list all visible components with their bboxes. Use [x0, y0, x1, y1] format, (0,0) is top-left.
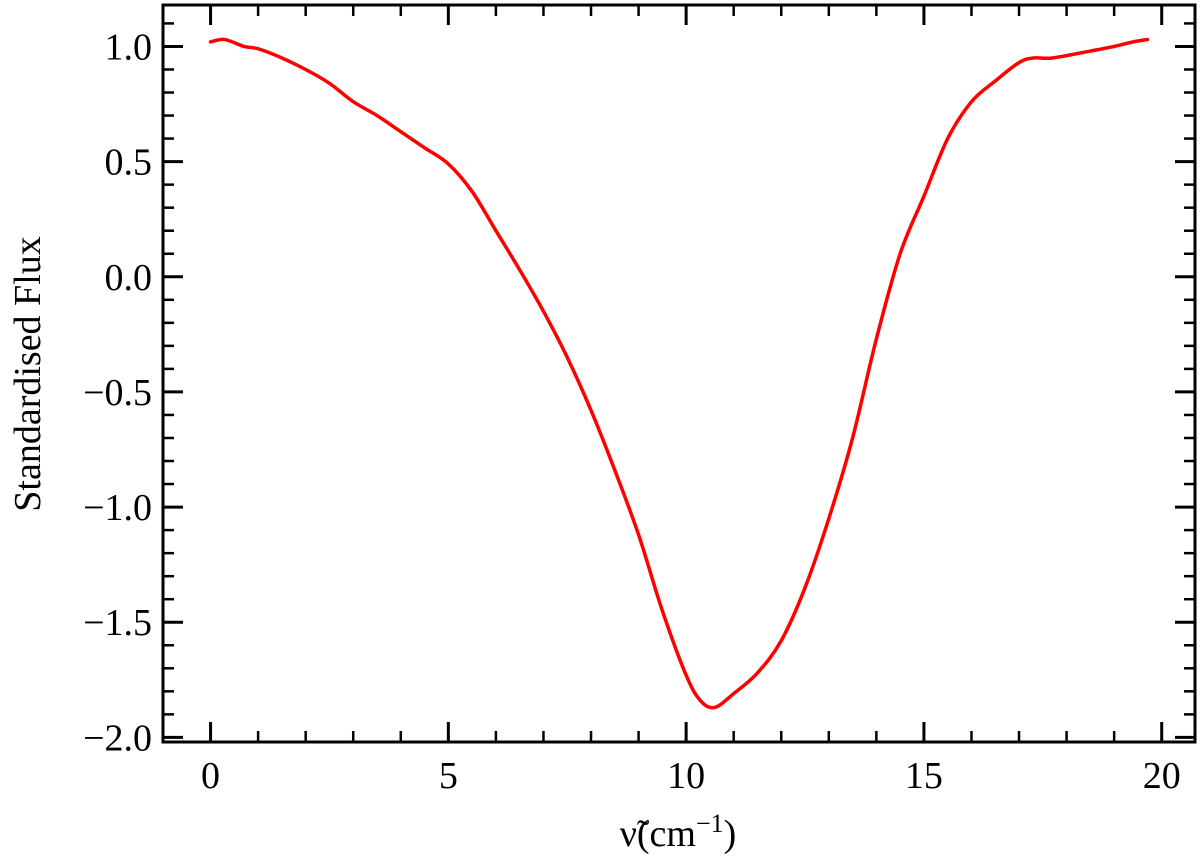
- x-axis-label-superscript: −1: [696, 809, 724, 838]
- x-tick-label: 10: [667, 755, 705, 797]
- y-tick-labels: 1.0 0.5 0.0 −0.5 −1.0 −1.5 −2.0: [83, 26, 152, 759]
- plot-frame: [161, 3, 1197, 744]
- y-tick-label: 0.0: [105, 257, 153, 299]
- y-tick-label: −1.0: [83, 487, 152, 529]
- minor-ticks: [161, 5, 1195, 742]
- x-tick-label: 0: [201, 755, 220, 797]
- x-axis-label: ν̃(cm−1): [620, 809, 737, 855]
- x-tick-labels: 0 5 10 15 20: [201, 755, 1181, 797]
- y-tick-label: 0.5: [105, 142, 153, 184]
- y-tick-label: −1.5: [83, 602, 152, 644]
- x-axis-label-close: ): [724, 813, 737, 855]
- x-axis-label-main: ν̃(cm: [620, 813, 696, 855]
- x-tick-label: 5: [439, 755, 458, 797]
- series-layer: [208, 37, 1150, 710]
- y-axis-label: Standardised Flux: [7, 236, 49, 511]
- flux-series-line: [208, 37, 1150, 710]
- y-tick-label: 1.0: [105, 26, 153, 68]
- major-ticks: [163, 5, 1195, 742]
- y-tick-label: −2.0: [83, 717, 152, 759]
- x-tick-label: 15: [905, 755, 943, 797]
- y-tick-label: −0.5: [83, 372, 152, 414]
- x-tick-label: 20: [1143, 755, 1181, 797]
